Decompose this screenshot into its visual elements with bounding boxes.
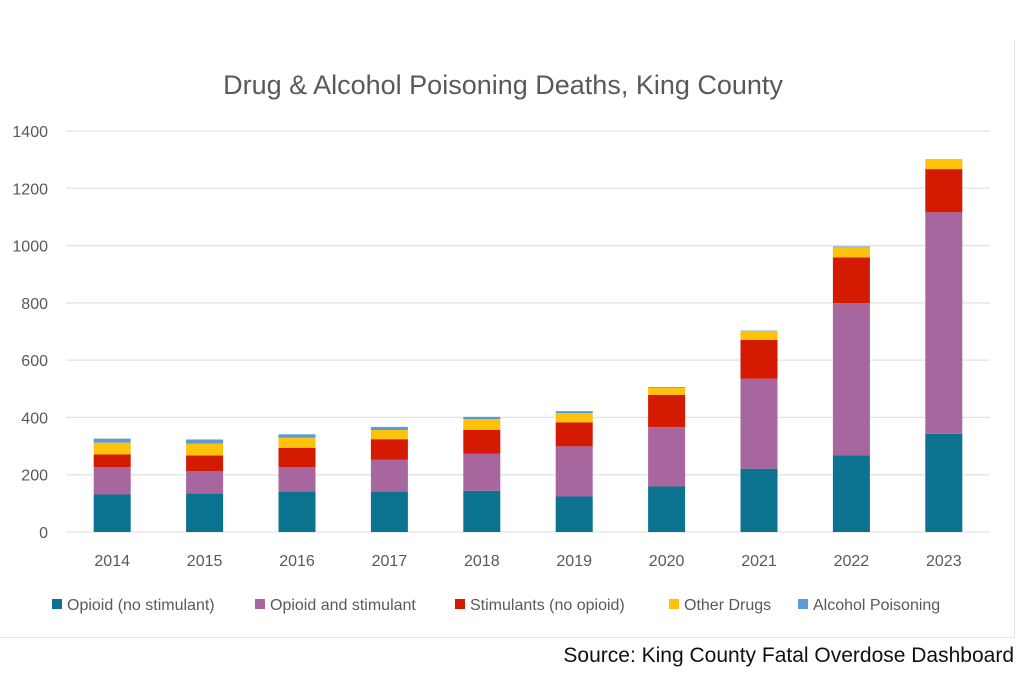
- legend-label: Stimulants (no opioid): [470, 597, 625, 614]
- chart-title: Drug & Alcohol Poisoning Deaths, King Co…: [223, 70, 783, 100]
- legend-swatch: [455, 599, 465, 609]
- legend-swatch: [669, 599, 679, 609]
- bar-segment-opioid-and-stimulant-2023: [925, 212, 963, 434]
- bar-segment-opioid-no-stimulant--2014: [93, 494, 131, 532]
- bar-segment-stimulants-no-opioid--2022: [832, 257, 870, 304]
- bar-segment-opioid-and-stimulant-2015: [186, 470, 224, 494]
- source-note: Source: King County Fatal Overdose Dashb…: [563, 644, 1014, 667]
- y-tick-label: 1200: [12, 181, 48, 198]
- legend-label: Other Drugs: [684, 597, 771, 614]
- bar-segment-stimulants-no-opioid--2020: [648, 394, 686, 428]
- bar-segment-stimulants-no-opioid--2018: [463, 429, 501, 454]
- bar-segment-alcohol-poisoning-2020: [648, 387, 686, 388]
- bar-segment-alcohol-poisoning-2021: [740, 330, 778, 332]
- bar-segment-alcohol-poisoning-2018: [463, 416, 501, 420]
- bar-segment-alcohol-poisoning-2022: [832, 246, 870, 248]
- y-tick-label: 600: [21, 353, 48, 370]
- bar-segment-alcohol-poisoning-2015: [186, 439, 224, 444]
- bar-segment-other-drugs-2017: [370, 430, 408, 440]
- x-tick-label: 2019: [556, 553, 592, 570]
- legend-label: Alcohol Poisoning: [813, 597, 940, 614]
- bar-segment-alcohol-poisoning-2019: [555, 411, 593, 414]
- bar-segment-opioid-no-stimulant--2020: [648, 486, 686, 532]
- bar-segment-other-drugs-2022: [832, 247, 870, 258]
- chart-frame: [0, 40, 1015, 638]
- bar-segment-other-drugs-2016: [278, 437, 316, 448]
- bar-segment-stimulants-no-opioid--2015: [186, 455, 224, 471]
- bar-segment-opioid-no-stimulant--2022: [832, 455, 870, 532]
- bar-segment-stimulants-no-opioid--2017: [370, 439, 408, 460]
- bar-segment-stimulants-no-opioid--2016: [278, 447, 316, 467]
- bar-segment-opioid-and-stimulant-2020: [648, 427, 686, 487]
- bar-segment-stimulants-no-opioid--2014: [93, 454, 131, 467]
- bar-segment-opioid-and-stimulant-2014: [93, 466, 131, 495]
- x-tick-label: 2023: [926, 553, 962, 570]
- bar-segment-other-drugs-2021: [740, 331, 778, 340]
- x-tick-label: 2016: [279, 553, 315, 570]
- y-tick-label: 400: [21, 410, 48, 427]
- x-tick-label: 2017: [372, 553, 408, 570]
- bar-segment-other-drugs-2014: [93, 442, 131, 455]
- legend-swatch: [255, 599, 265, 609]
- bar-segment-opioid-no-stimulant--2023: [925, 433, 963, 532]
- bar-segment-opioid-and-stimulant-2018: [463, 453, 501, 491]
- bar-segment-alcohol-poisoning-2023: [925, 159, 963, 160]
- bar-segment-opioid-no-stimulant--2018: [463, 490, 501, 532]
- bar-segment-other-drugs-2015: [186, 443, 224, 456]
- bar-segment-other-drugs-2020: [648, 387, 686, 395]
- bar-segment-opioid-and-stimulant-2019: [555, 446, 593, 497]
- bar-segment-opioid-and-stimulant-2021: [740, 378, 778, 469]
- bar-segment-stimulants-no-opioid--2021: [740, 339, 778, 379]
- bar-segment-other-drugs-2023: [925, 159, 963, 170]
- legend-swatch: [52, 599, 62, 609]
- bar-segment-opioid-no-stimulant--2021: [740, 468, 778, 532]
- bar-segment-other-drugs-2019: [555, 413, 593, 423]
- x-tick-label: 2021: [741, 553, 777, 570]
- bar-segment-opioid-no-stimulant--2017: [370, 491, 408, 532]
- y-tick-label: 1000: [12, 239, 48, 256]
- bar-segment-alcohol-poisoning-2014: [93, 438, 131, 443]
- bar-segment-stimulants-no-opioid--2019: [555, 422, 593, 447]
- bar-segment-opioid-no-stimulant--2019: [555, 496, 593, 532]
- y-tick-label: 0: [39, 525, 48, 542]
- x-tick-label: 2014: [94, 553, 130, 570]
- bar-segment-opioid-and-stimulant-2017: [370, 459, 408, 492]
- bar-segment-opioid-no-stimulant--2016: [278, 491, 316, 532]
- bar-segment-alcohol-poisoning-2016: [278, 434, 316, 438]
- bar-segment-other-drugs-2018: [463, 419, 501, 430]
- bar-segment-opioid-no-stimulant--2015: [186, 493, 224, 532]
- bar-segment-alcohol-poisoning-2017: [370, 426, 408, 431]
- legend-label: Opioid (no stimulant): [67, 597, 215, 614]
- legend-swatch: [798, 599, 808, 609]
- bar-segment-opioid-and-stimulant-2016: [278, 466, 316, 492]
- x-tick-label: 2020: [649, 553, 685, 570]
- y-tick-label: 1400: [12, 124, 48, 141]
- legend-label: Opioid and stimulant: [270, 597, 416, 614]
- x-tick-label: 2022: [834, 553, 870, 570]
- bar-segment-opioid-and-stimulant-2022: [832, 303, 870, 456]
- x-tick-label: 2018: [464, 553, 500, 570]
- x-tick-label: 2015: [187, 553, 223, 570]
- y-tick-label: 800: [21, 296, 48, 313]
- bar-segment-stimulants-no-opioid--2023: [925, 169, 963, 213]
- y-tick-label: 200: [21, 468, 48, 485]
